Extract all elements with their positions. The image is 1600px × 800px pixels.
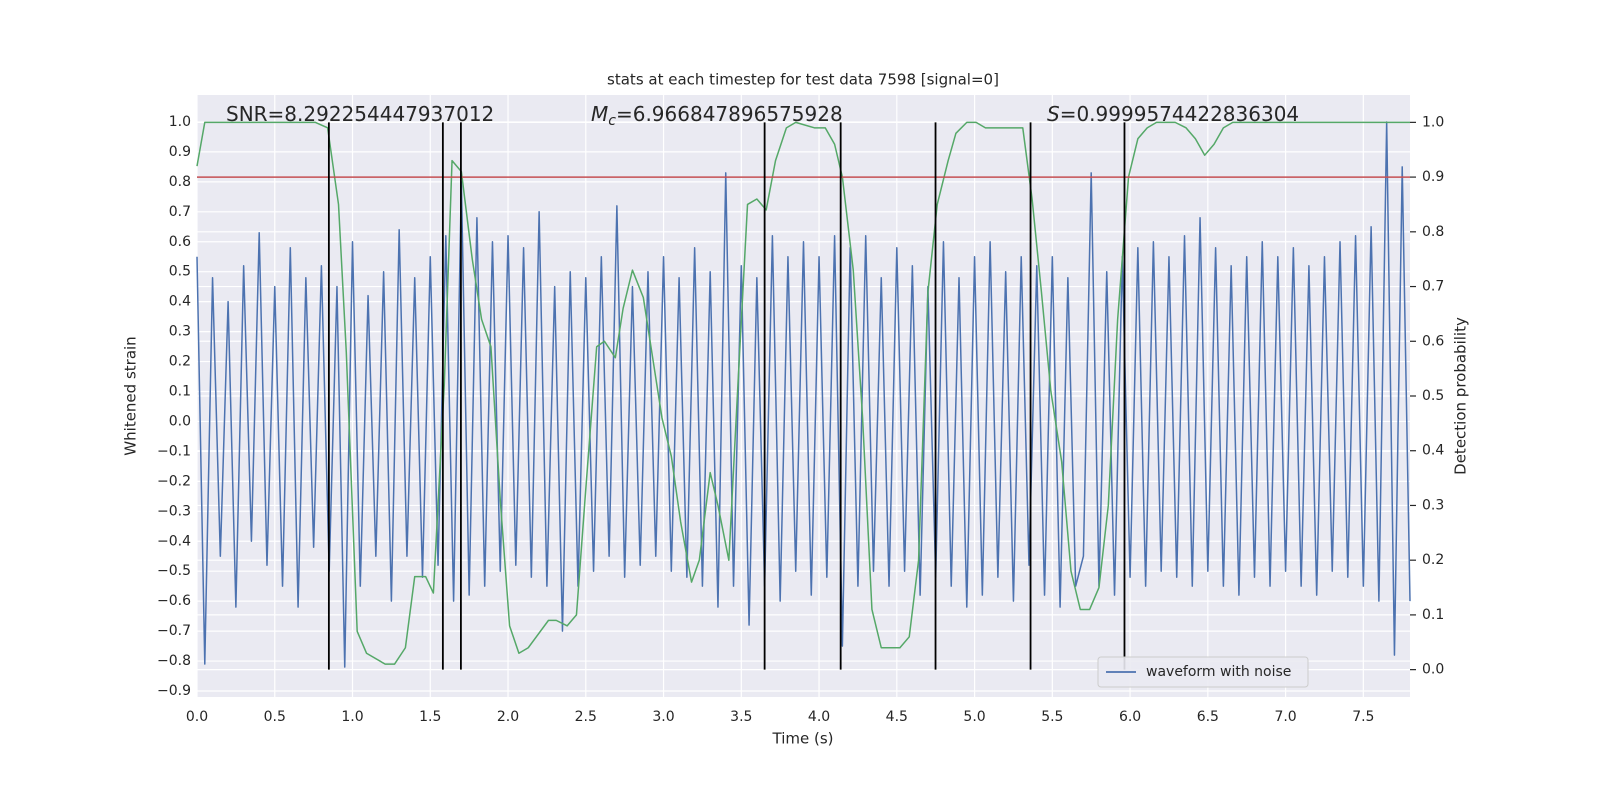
y-tick-label: 0.6 xyxy=(169,234,191,250)
y-tick-label: 1.0 xyxy=(169,114,191,130)
y2-tick-label: 0.2 xyxy=(1422,552,1444,568)
annotation-value: =0.9999574422836304 xyxy=(1060,102,1299,126)
annotation-value: =6.966847896575928 xyxy=(616,102,843,126)
x-tick-label: 0.5 xyxy=(264,709,286,725)
y2-tick-label: 0.6 xyxy=(1422,333,1444,349)
y2-tick-label: 0.0 xyxy=(1422,662,1444,678)
x-tick-label: 0.0 xyxy=(186,709,208,725)
y-tick-label: −0.5 xyxy=(157,563,191,579)
x-axis-label: Time (s) xyxy=(772,730,834,748)
x-tick-label: 6.5 xyxy=(1197,709,1219,725)
y-tick-label: 0.8 xyxy=(169,174,191,190)
annotation-symbol: S xyxy=(1047,102,1060,126)
x-tick-label: 5.5 xyxy=(1041,709,1063,725)
y-tick-label: 0.2 xyxy=(169,354,191,370)
x-tick-label: 3.0 xyxy=(652,709,674,725)
y-tick-label: −0.3 xyxy=(157,503,191,519)
y2-tick-label: 0.5 xyxy=(1422,388,1444,404)
y-tick-label: −0.6 xyxy=(157,593,191,609)
y2-tick-label: 0.7 xyxy=(1422,279,1444,295)
y-tick-label: 0.4 xyxy=(169,294,191,310)
annotation: SNR=8.292254447937012 xyxy=(226,102,494,126)
labels: 0.0 0.5 1.0 1.5 2.0 2.5 3.0 3.5 4.0 4.5 5.0 5.5 6.0 6… xyxy=(157,114,1444,725)
x-tick-label: 7.0 xyxy=(1274,709,1296,725)
x-tick-label: 3.5 xyxy=(730,709,752,725)
y-tick-label: 0.9 xyxy=(169,144,191,160)
y-tick-label: 0.1 xyxy=(169,384,191,400)
y-tick-label: −0.9 xyxy=(157,683,191,699)
y-tick-label: −0.8 xyxy=(157,653,191,669)
y2-axis-label: Detection probability xyxy=(1452,317,1470,475)
annotation-symbol: M xyxy=(591,102,608,126)
y-tick-label: −0.2 xyxy=(157,473,191,489)
y2-tick-label: 0.1 xyxy=(1422,607,1444,623)
y-tick-label: −0.1 xyxy=(157,443,191,459)
annotation-subscript: c xyxy=(608,113,616,129)
y2-tick-label: 0.4 xyxy=(1422,443,1444,459)
legend-label: waveform with noise xyxy=(1146,664,1291,680)
y-tick-label: 0.3 xyxy=(169,324,191,340)
y-tick-label: 0.0 xyxy=(169,413,191,429)
x-tick-label: 1.5 xyxy=(419,709,441,725)
legend-box xyxy=(1097,656,1309,688)
annotation: S=0.9999574422836304 xyxy=(1047,102,1299,126)
y-tick-label: −0.7 xyxy=(157,623,191,639)
x-tick-label: 7.5 xyxy=(1352,709,1374,725)
y2-tick-label: 1.0 xyxy=(1422,114,1444,130)
legend: waveform with noise xyxy=(1097,656,1309,688)
marks xyxy=(196,121,1411,670)
chart-title: stats at each timestep for test data 759… xyxy=(607,71,999,89)
x-tick-label: 5.0 xyxy=(963,709,985,725)
annotation: Mc=6.966847896575928 xyxy=(591,102,843,129)
x-tick-label: 4.0 xyxy=(808,709,830,725)
x-tick-label: 2.5 xyxy=(575,709,597,725)
x-tick-label: 1.0 xyxy=(341,709,363,725)
y2-tick-label: 0.9 xyxy=(1422,169,1444,185)
x-tick-label: 4.5 xyxy=(886,709,908,725)
y-tick-label: −0.4 xyxy=(157,533,191,549)
x-tick-label: 2.0 xyxy=(497,709,519,725)
waveform-line xyxy=(196,121,1411,668)
y-tick-label: 0.7 xyxy=(169,204,191,220)
probability-line xyxy=(196,121,1410,665)
y-tick-label: 0.5 xyxy=(169,264,191,280)
y-axis-label: Whitened strain xyxy=(122,336,140,455)
x-tick-label: 6.0 xyxy=(1119,709,1141,725)
y2-tick-label: 0.8 xyxy=(1422,224,1444,240)
y2-tick-label: 0.3 xyxy=(1422,497,1444,513)
